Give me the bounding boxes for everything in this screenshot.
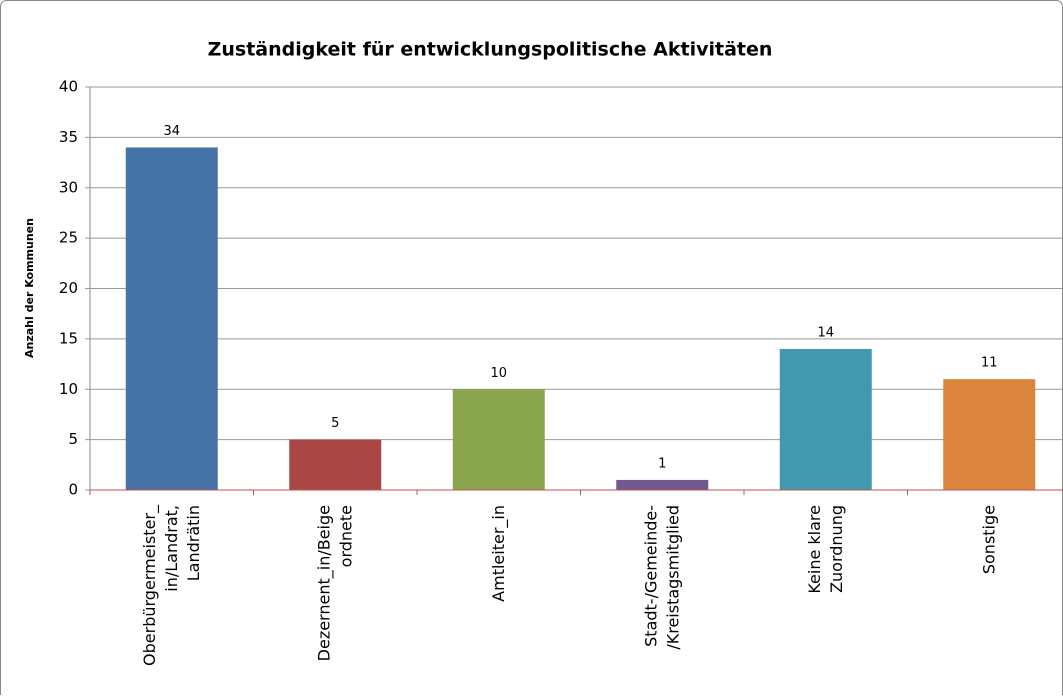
- bar: [779, 348, 872, 490]
- data-label: 1: [658, 456, 666, 471]
- data-label: 14: [817, 325, 834, 340]
- bar: [616, 479, 709, 490]
- y-tick-label: 5: [68, 430, 78, 448]
- x-tick-label: Stadt-/Gemeinde-/Kreistagsmitglied: [641, 505, 682, 650]
- y-tick-label: 25: [59, 229, 78, 247]
- bar: [452, 389, 545, 490]
- bar: [943, 379, 1036, 490]
- x-tick-label: Amtleiter_in: [488, 505, 508, 602]
- y-tick-label: 30: [59, 178, 78, 196]
- y-tick-label: 15: [59, 329, 78, 347]
- y-tick-label: 40: [59, 78, 78, 96]
- bar: [125, 147, 218, 490]
- y-tick-label: 20: [59, 279, 78, 297]
- y-tick-label: 35: [59, 128, 78, 146]
- x-tick-label: Keine klare Zuordnung: [804, 505, 845, 594]
- data-label: 34: [163, 124, 180, 139]
- bar: [289, 439, 382, 490]
- data-label: 10: [490, 366, 507, 381]
- chart-title: Zuständigkeit für entwicklungspolitische…: [208, 39, 773, 61]
- y-tick-label: 10: [59, 380, 78, 398]
- x-tick-label: Oberbürgermeister_ in/Landrat, Landrätin: [139, 504, 202, 666]
- x-tick-label: Dezernent_in/Beige ordnete: [314, 505, 355, 661]
- x-tick-label: Sonstige: [979, 505, 998, 574]
- data-label: 5: [331, 416, 339, 431]
- y-axis-label: Anzahl der Kommunen: [23, 218, 36, 358]
- y-tick-label: 0: [68, 481, 78, 499]
- data-label: 11: [981, 356, 998, 371]
